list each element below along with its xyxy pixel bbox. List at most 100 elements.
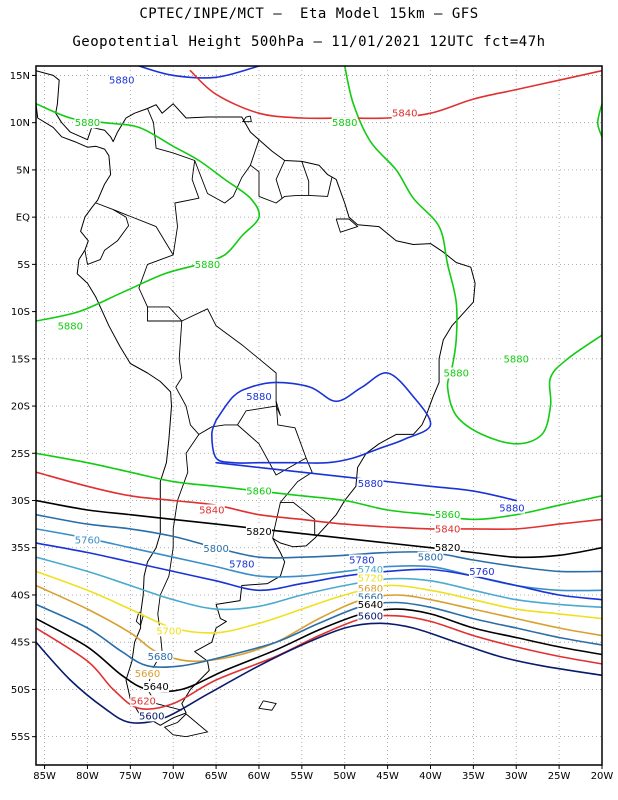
contour-line [36, 103, 261, 322]
contour-label: 5640 [358, 600, 383, 611]
contour-label-bg [108, 74, 135, 86]
contour-label-bg [357, 598, 384, 610]
contour-label-bg [198, 504, 225, 516]
map-title-line-2: Geopotential Height 500hPa – 11/01/2021 … [72, 34, 546, 50]
island-outline [258, 700, 277, 711]
island-outline [241, 115, 252, 123]
lon-tick-label: 70W [162, 771, 185, 782]
contour-label: 5880 [109, 76, 134, 87]
contour-line [36, 513, 602, 573]
contour-label: 5800 [418, 553, 443, 564]
contour-label: 5760 [75, 536, 100, 547]
contour-label: 5880 [504, 354, 529, 365]
contour-line [211, 372, 432, 464]
contour-label: 5860 [246, 487, 271, 498]
contour-line [138, 66, 260, 79]
lon-tick-label: 25W [548, 771, 571, 782]
contour-line [36, 452, 602, 521]
lon-tick-label: 30W [505, 771, 528, 782]
contour-label: 5860 [435, 510, 460, 521]
contour-label: 5660 [135, 669, 160, 680]
contour-label: 5840 [392, 109, 417, 120]
contour-label-bg [74, 117, 101, 129]
contour-label-bg [498, 502, 525, 514]
contour-label: 5880 [358, 479, 383, 490]
contour-label: 5600 [139, 711, 164, 722]
lat-tick-label: 25S [11, 449, 30, 460]
contour-line [596, 103, 602, 138]
contour-line [36, 584, 602, 663]
contour-label: 5680 [358, 584, 383, 595]
contour-label: 5700 [156, 626, 181, 637]
contour-label: 5840 [435, 524, 460, 535]
contour-label-bg [434, 523, 461, 535]
lat-tick-label: 10N [10, 118, 30, 129]
coastlines-and-borders [36, 70, 476, 738]
contour-line [36, 614, 602, 711]
lon-tick-label: 20W [591, 771, 614, 782]
contour-line [36, 499, 602, 559]
country-border [272, 502, 281, 539]
lat-tick-label: 5N [16, 165, 30, 176]
contour-label: 5640 [143, 682, 168, 693]
contour-label-bg [503, 353, 530, 365]
contour-label-bg [194, 258, 221, 270]
country-border [181, 308, 281, 435]
contour-label: 5880 [58, 321, 83, 332]
contour-label-bg [391, 107, 418, 119]
contour-line [36, 601, 602, 669]
contour-label-bg [57, 320, 84, 332]
lat-tick-label: 15N [10, 71, 30, 82]
contour-label: 5880 [246, 392, 271, 403]
contour-label: 5680 [148, 652, 173, 663]
contour-line [36, 570, 602, 634]
lat-tick-label: 15S [11, 354, 30, 365]
contour-label-bg [245, 526, 272, 538]
contour-label-bg [331, 117, 358, 129]
lon-tick-label: 75W [119, 771, 142, 782]
contour-label-bg [147, 650, 174, 662]
contour-label: 5760 [469, 567, 494, 578]
contour-label: 5660 [358, 592, 383, 603]
contour-label: 5740 [358, 565, 383, 576]
contour-label-bg [357, 591, 384, 603]
contour-label: 5880 [75, 118, 100, 129]
contour-label: 5820 [435, 543, 460, 554]
lon-tick-label: 60W [248, 771, 271, 782]
lon-tick-label: 65W [205, 771, 228, 782]
lon-tick-label: 80W [76, 771, 99, 782]
lat-tick-label: 45S [11, 638, 30, 649]
lat-tick-label: 35S [11, 543, 30, 554]
contour-label-bg [348, 554, 375, 566]
height-contours [36, 66, 602, 724]
lat-tick-label: 5S [17, 260, 30, 271]
contour-line [36, 622, 602, 724]
country-border [147, 306, 182, 322]
contour-label: 5880 [332, 118, 357, 129]
lat-tick-label: 50S [11, 685, 30, 696]
lat-tick-label: EQ [16, 213, 30, 224]
plot-frame [35, 65, 603, 766]
contour-label-bg [130, 695, 157, 707]
country-border [113, 209, 174, 256]
map-title-line-1: CPTEC/INPE/MCT – Eta Model 15km – GFS [139, 6, 479, 22]
contour-label: 5880 [443, 368, 468, 379]
contour-label-bg [434, 509, 461, 521]
country-border [237, 401, 307, 476]
country-border [275, 160, 286, 199]
contour-label-bg [357, 582, 384, 594]
lat-tick-label: 10S [11, 307, 30, 318]
lon-tick-label: 55W [291, 771, 314, 782]
country-border [84, 202, 130, 265]
contour-label: 5780 [349, 556, 374, 567]
contour-line [189, 69, 602, 120]
lat-tick-label: 40S [11, 590, 30, 601]
contour-label-bg [357, 572, 384, 584]
lat-tick-label: 20S [11, 402, 30, 413]
lat-tick-label: 30S [11, 496, 30, 507]
contour-label-bg [134, 667, 161, 679]
contour-label-bg [155, 625, 182, 637]
contour-label: 5800 [203, 544, 228, 555]
contour-label-bg [468, 565, 495, 577]
contour-label: 5840 [199, 505, 224, 516]
